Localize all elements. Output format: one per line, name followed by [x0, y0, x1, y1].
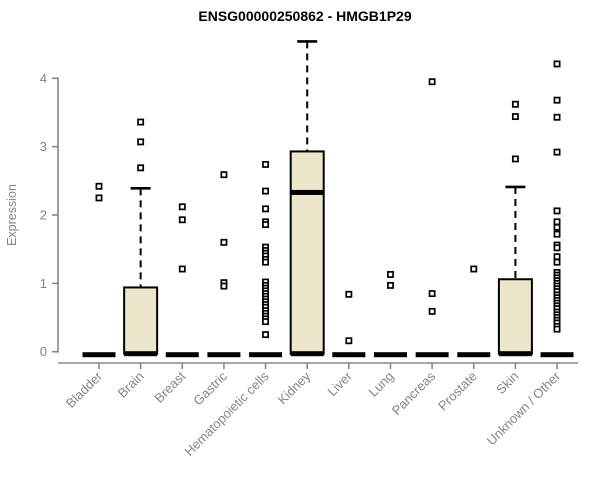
y-tick-label: 0 — [40, 344, 47, 359]
boxplot-skin — [497, 100, 533, 357]
y-tick-label: 3 — [40, 139, 47, 154]
outlier-point — [95, 194, 103, 202]
y-tick-label: 2 — [40, 208, 47, 223]
outlier-point — [220, 282, 228, 290]
x-tick-label: Lung — [366, 369, 397, 400]
outlier-point — [553, 96, 561, 104]
outlier-point — [428, 78, 436, 86]
boxplot-unknown-other — [540, 60, 574, 358]
x-tick-label: Brain — [115, 369, 147, 401]
outlier-point — [511, 155, 519, 163]
collapsed-box-bar — [165, 352, 199, 358]
collapsed-box-bar — [207, 352, 241, 358]
outlier-point — [262, 160, 270, 168]
outlier-point — [387, 271, 394, 278]
outlier-point — [511, 100, 519, 108]
boxplot-pancreas — [415, 78, 449, 358]
outlier-point — [345, 290, 353, 298]
box-body — [123, 286, 159, 355]
boxplot-liver — [332, 290, 366, 358]
outlier-point — [178, 216, 186, 224]
outlier-point — [428, 290, 436, 298]
boxplot-hematopoietic-cells — [249, 160, 283, 358]
x-tick-label: Liver — [324, 368, 355, 399]
boxplot-lung — [373, 271, 407, 358]
outlier-point — [137, 164, 145, 172]
outlier-point — [220, 238, 228, 246]
outlier-point — [262, 318, 270, 326]
outlier-point — [553, 325, 561, 333]
boxplot-kidney — [289, 40, 325, 357]
collapsed-box-bar — [540, 352, 574, 358]
x-tick-label: Kidney — [275, 368, 314, 407]
collapsed-box-bar — [332, 352, 366, 358]
y-tick-label: 1 — [40, 276, 47, 291]
x-tick-label: Prostate — [435, 369, 480, 414]
outlier-point — [470, 265, 478, 273]
box-bottom-bar — [498, 351, 532, 357]
outlier-point — [95, 182, 103, 190]
outlier-point — [553, 253, 561, 261]
outlier-point — [553, 218, 561, 226]
outlier-point — [262, 258, 270, 266]
box-body — [289, 150, 325, 355]
collapsed-box-bar — [82, 352, 116, 358]
outlier-point — [553, 223, 561, 231]
x-tick-label: Pancreas — [389, 368, 439, 418]
box-series — [82, 40, 574, 358]
boxplot-prostate — [457, 265, 491, 358]
outlier-point — [178, 203, 186, 211]
outlier-point — [178, 265, 186, 273]
boxplot-breast — [165, 203, 199, 358]
outlier-point — [553, 60, 561, 68]
median-line — [290, 189, 324, 195]
box-body — [497, 278, 533, 355]
outlier-point — [345, 337, 353, 345]
outlier-point — [553, 148, 561, 156]
collapsed-box-bar — [457, 352, 491, 358]
box-bottom-bar — [124, 351, 158, 357]
outlier-point — [428, 307, 436, 315]
outlier-point — [262, 187, 270, 195]
chart-title: ENSG00000250862 - HMGB1P29 — [198, 8, 411, 24]
y-axis-label: Expression — [5, 184, 19, 246]
x-tick-label: Gastric — [190, 368, 230, 408]
collapsed-box-bar — [249, 352, 283, 358]
outlier-point — [262, 221, 270, 229]
outlier-point — [553, 258, 561, 266]
outlier-point — [553, 244, 561, 252]
outlier-point — [387, 281, 394, 289]
outlier-point — [511, 113, 519, 121]
box-bottom-bar — [290, 351, 324, 357]
collapsed-box-bar — [373, 352, 407, 358]
outlier-point — [137, 138, 145, 146]
x-tick-label: Breast — [151, 368, 188, 405]
y-tick-label: 4 — [40, 71, 47, 86]
x-tick-label: Skin — [493, 369, 521, 397]
boxplot-brain — [123, 118, 159, 357]
collapsed-box-bar — [415, 352, 449, 358]
outlier-point — [553, 207, 561, 215]
outlier-point — [220, 171, 228, 179]
outlier-point — [262, 205, 270, 213]
outlier-point — [553, 113, 561, 121]
x-tick-label: Unknown / Other — [484, 368, 564, 448]
outlier-point — [262, 331, 270, 339]
outlier-point — [137, 118, 145, 126]
boxplot-gastric — [207, 171, 241, 358]
boxplot-bladder — [82, 182, 116, 358]
x-tick-label: Bladder — [63, 368, 106, 411]
outlier-point — [553, 230, 561, 238]
